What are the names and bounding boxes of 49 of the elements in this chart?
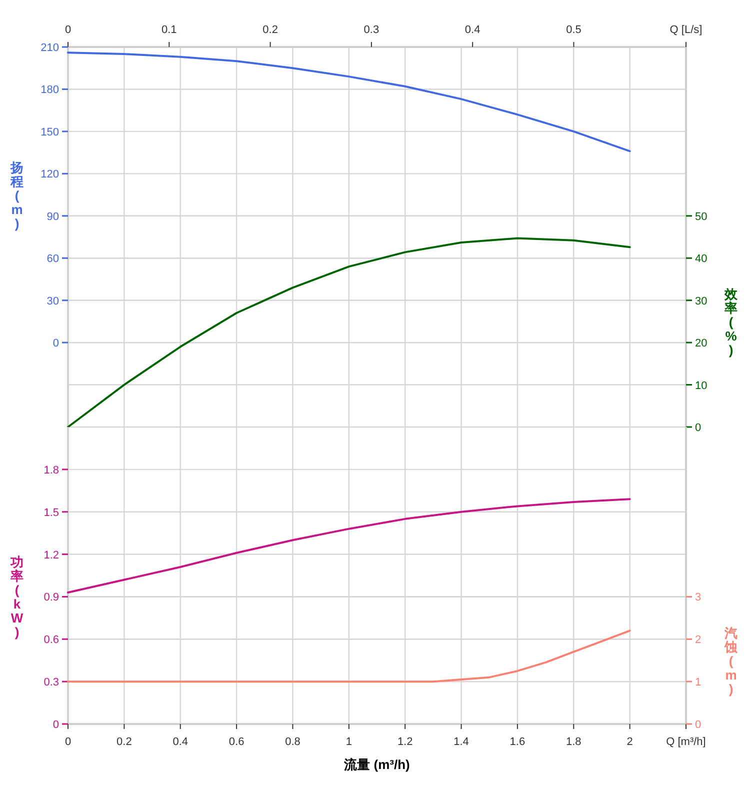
x-tick-label: 0.6 bbox=[228, 736, 244, 748]
y-axis-title: 扬程 (m) bbox=[10, 160, 24, 231]
x-tick-label: 2 bbox=[626, 736, 633, 748]
x-tick-label: 1 bbox=[346, 736, 352, 748]
x2-tick-label: Q [L/s] bbox=[670, 24, 702, 36]
y-tick-label: 150 bbox=[40, 126, 59, 138]
y2-tick-label: 3 bbox=[695, 592, 702, 604]
x2-tick-label: 0.4 bbox=[464, 24, 480, 36]
x2-tick-label: 0 bbox=[64, 24, 72, 36]
y2-tick-label: 0 bbox=[695, 422, 702, 434]
y2-tick-label: 50 bbox=[695, 210, 708, 223]
x2-tick-label: 0.2 bbox=[262, 24, 278, 36]
y-axis-title: 功率 (kW) bbox=[10, 554, 24, 640]
x2-tick-label: 0.3 bbox=[364, 24, 380, 36]
x2-tick-label: 0.1 bbox=[161, 24, 177, 36]
y2-tick-label: 0 bbox=[695, 719, 702, 731]
y-tick-label: 0.9 bbox=[44, 592, 59, 604]
y-tick-label: 1.8 bbox=[44, 464, 59, 476]
y2-tick-label: 30 bbox=[695, 295, 708, 308]
y2-tick-label: 40 bbox=[695, 253, 708, 266]
y2-axis-title: 汽蚀 (m) bbox=[724, 625, 738, 696]
y2-tick-label: 1 bbox=[695, 676, 702, 689]
x-tick-label: 1.2 bbox=[397, 736, 413, 748]
x-tick-label: 0.4 bbox=[172, 736, 188, 748]
x2-tick-label: 0.5 bbox=[566, 24, 582, 36]
y2-axis-title: 效率 (%) bbox=[724, 286, 738, 358]
y2-tick-label: 2 bbox=[695, 634, 702, 646]
x-tick-label: 1.4 bbox=[454, 736, 469, 748]
y-tick-label: 0.3 bbox=[44, 676, 59, 689]
y2-tick-label: 20 bbox=[695, 338, 708, 350]
x-axis-title: 流量 (m³/h) bbox=[343, 757, 410, 772]
y-tick-label: 0 bbox=[52, 338, 59, 350]
y-tick-label: 0 bbox=[52, 719, 59, 731]
y-tick-label: 90 bbox=[46, 210, 59, 223]
x-tick-label: 0.8 bbox=[285, 736, 300, 748]
y-tick-label: 1.5 bbox=[44, 506, 59, 519]
y-tick-label: 180 bbox=[40, 84, 59, 96]
y-tick-label: 0.6 bbox=[44, 634, 59, 646]
y-tick-label: 60 bbox=[46, 253, 59, 266]
x-tick-label: Q [m³/h] bbox=[666, 736, 706, 748]
y-tick-label: 210 bbox=[40, 42, 59, 54]
y-tick-label: 1.2 bbox=[44, 549, 59, 562]
x-tick-label: 1.6 bbox=[510, 736, 526, 748]
y2-tick-label: 10 bbox=[695, 380, 708, 392]
y-tick-label: 30 bbox=[46, 295, 59, 308]
y-tick-label: 120 bbox=[40, 168, 59, 181]
x-tick-label: 0.2 bbox=[116, 736, 132, 748]
x-tick-label: 0 bbox=[64, 736, 72, 748]
x-tick-label: 1.8 bbox=[566, 736, 582, 748]
